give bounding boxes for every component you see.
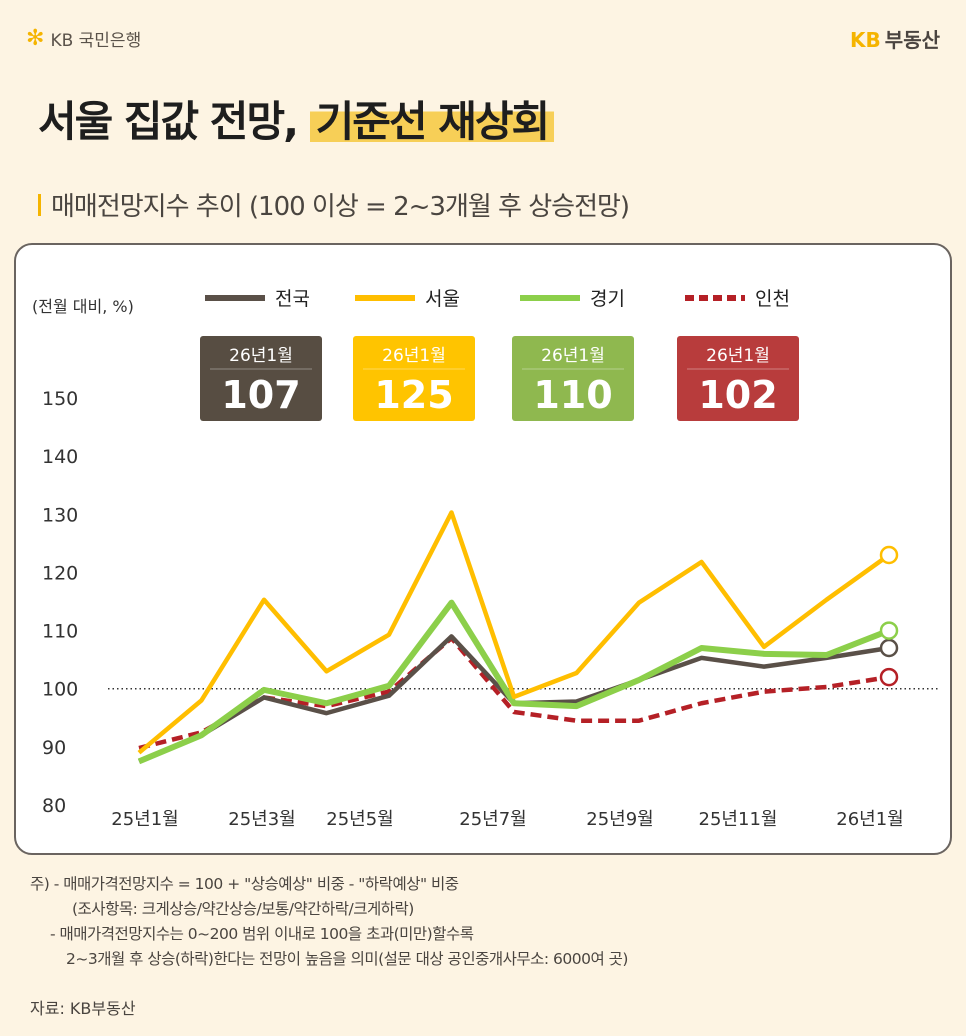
callout-date: 26년1월 bbox=[229, 346, 293, 366]
x-tick-label: 26년1월 bbox=[836, 809, 903, 830]
callout-box bbox=[353, 336, 475, 421]
x-tick-label: 25년3월 bbox=[228, 809, 295, 830]
footnotes: 주) - 매매가격전망지수 = 100 + "상승예상" 비중 - "하락예상"… bbox=[30, 872, 628, 972]
bank-logo-text: KB 국민은행 bbox=[50, 31, 142, 51]
y-unit-label: (전월 대비, %) bbox=[32, 297, 134, 316]
chart-subtitle: 매매전망지수 추이 (100 이상 = 2~3개월 후 상승전망) bbox=[38, 186, 630, 223]
y-tick-label: 150 bbox=[42, 388, 78, 410]
y-tick-label: 90 bbox=[42, 737, 66, 759]
end-point-marker bbox=[879, 638, 899, 658]
callout-value: 107 bbox=[221, 373, 300, 417]
note-line: - 매매가격전망지수는 0~200 범위 이내로 100을 초과(미만)할수록 bbox=[50, 925, 474, 943]
y-tick-label: 110 bbox=[42, 621, 78, 643]
subtitle-text: 매매전망지수 추이 (100 이상 = 2~3개월 후 상승전망) bbox=[51, 192, 630, 222]
title-highlight: 기준선 재상회 bbox=[309, 97, 555, 146]
y-tick-label: 120 bbox=[42, 562, 78, 584]
series-line-서울 bbox=[137, 510, 891, 755]
note-line: (조사항목: 크게상승/약간상승/보통/약간하락/크게하락) bbox=[72, 900, 414, 918]
x-tick-label: 25년7월 bbox=[459, 809, 526, 830]
callout-box bbox=[677, 336, 799, 421]
y-tick-label: 80 bbox=[42, 795, 66, 817]
source-text: 자료: KB부동산 bbox=[30, 999, 136, 1018]
end-point-marker bbox=[879, 667, 899, 687]
legend-label: 서울 bbox=[425, 288, 460, 310]
series-line-경기 bbox=[137, 599, 891, 765]
end-point-marker bbox=[879, 545, 899, 565]
callout-box bbox=[200, 336, 322, 421]
legend-label: 인천 bbox=[755, 288, 790, 310]
legend-label: 경기 bbox=[590, 288, 625, 310]
callout-value: 125 bbox=[374, 373, 453, 417]
legend-label: 전국 bbox=[275, 288, 310, 310]
x-tick-label: 25년9월 bbox=[586, 809, 653, 830]
y-tick-label: 140 bbox=[42, 446, 78, 468]
x-tick-label: 25년5월 bbox=[326, 809, 393, 830]
callout-date: 26년1월 bbox=[541, 346, 605, 366]
kb-kookmin-bank-logo: ✻ KB 국민은행 bbox=[26, 26, 141, 51]
page-title: 서울 집값 전망, 기준선 재상회 bbox=[38, 88, 555, 149]
title-main: 서울 집값 전망, bbox=[38, 97, 299, 146]
callout-value: 102 bbox=[698, 373, 777, 417]
callout-box bbox=[512, 336, 634, 421]
brand-logo-text: 부동산 bbox=[884, 28, 940, 52]
y-tick-label: 100 bbox=[42, 679, 78, 701]
x-tick-label: 25년11월 bbox=[699, 809, 778, 830]
y-tick-label: 130 bbox=[42, 504, 78, 526]
x-tick-label: 25년1월 bbox=[111, 809, 178, 830]
note-line: 주) - 매매가격전망지수 = 100 + "상승예상" 비중 - "하락예상"… bbox=[30, 875, 459, 893]
callout-date: 26년1월 bbox=[382, 346, 446, 366]
brand-logo-kb: KB bbox=[850, 28, 881, 52]
callout-date: 26년1월 bbox=[706, 346, 770, 366]
kb-real-estate-logo: KB 부동산 bbox=[850, 24, 940, 53]
callout-value: 110 bbox=[533, 373, 612, 417]
note-line: 2~3개월 후 상승(하락)한다는 전망이 높음을 의미(설문 대상 공인중개사… bbox=[66, 950, 628, 968]
subtitle-accent-bar bbox=[38, 193, 41, 216]
kb-star-icon: ✻ bbox=[26, 26, 45, 51]
end-point-marker bbox=[879, 621, 899, 640]
